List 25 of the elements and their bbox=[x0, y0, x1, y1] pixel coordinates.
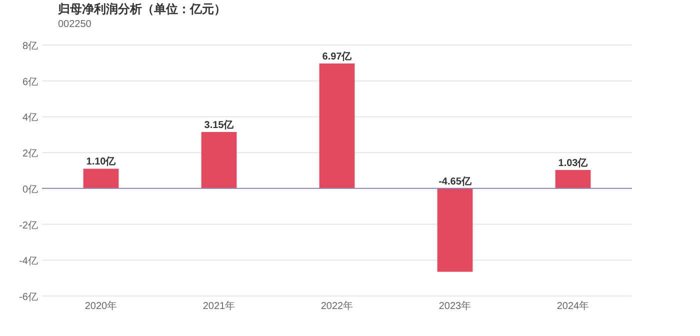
y-tick-label: -6亿 bbox=[19, 292, 38, 303]
bar bbox=[555, 170, 591, 188]
y-tick-label: 4亿 bbox=[22, 112, 38, 124]
data-label: -4.65亿 bbox=[438, 175, 472, 188]
x-tick-label: 2023年 bbox=[438, 300, 472, 312]
bar bbox=[437, 188, 473, 272]
data-label: 3.15亿 bbox=[204, 118, 235, 131]
data-label: 6.97亿 bbox=[322, 50, 353, 62]
data-label: 1.10亿 bbox=[86, 156, 117, 168]
data-label: 1.03亿 bbox=[558, 156, 589, 169]
bar bbox=[83, 168, 119, 188]
x-tick-label: 2024年 bbox=[556, 300, 590, 312]
y-tick-label: -4亿 bbox=[19, 256, 38, 268]
y-tick-label: 6亿 bbox=[22, 76, 38, 88]
bar bbox=[201, 132, 237, 188]
bar bbox=[319, 63, 355, 188]
x-tick-label: 2020年 bbox=[84, 300, 118, 312]
y-tick-label: 0亿 bbox=[22, 184, 38, 196]
y-tick-label: -2亿 bbox=[19, 220, 38, 232]
x-tick-label: 2021年 bbox=[202, 300, 236, 312]
x-tick-label: 2022年 bbox=[320, 300, 354, 312]
y-tick-label: 2亿 bbox=[22, 148, 38, 160]
chart-subtitle: 002250 bbox=[58, 19, 92, 30]
chart-title: 归母净利润分析（单位：亿元） bbox=[57, 2, 226, 16]
y-tick-label: 8亿 bbox=[22, 41, 38, 52]
